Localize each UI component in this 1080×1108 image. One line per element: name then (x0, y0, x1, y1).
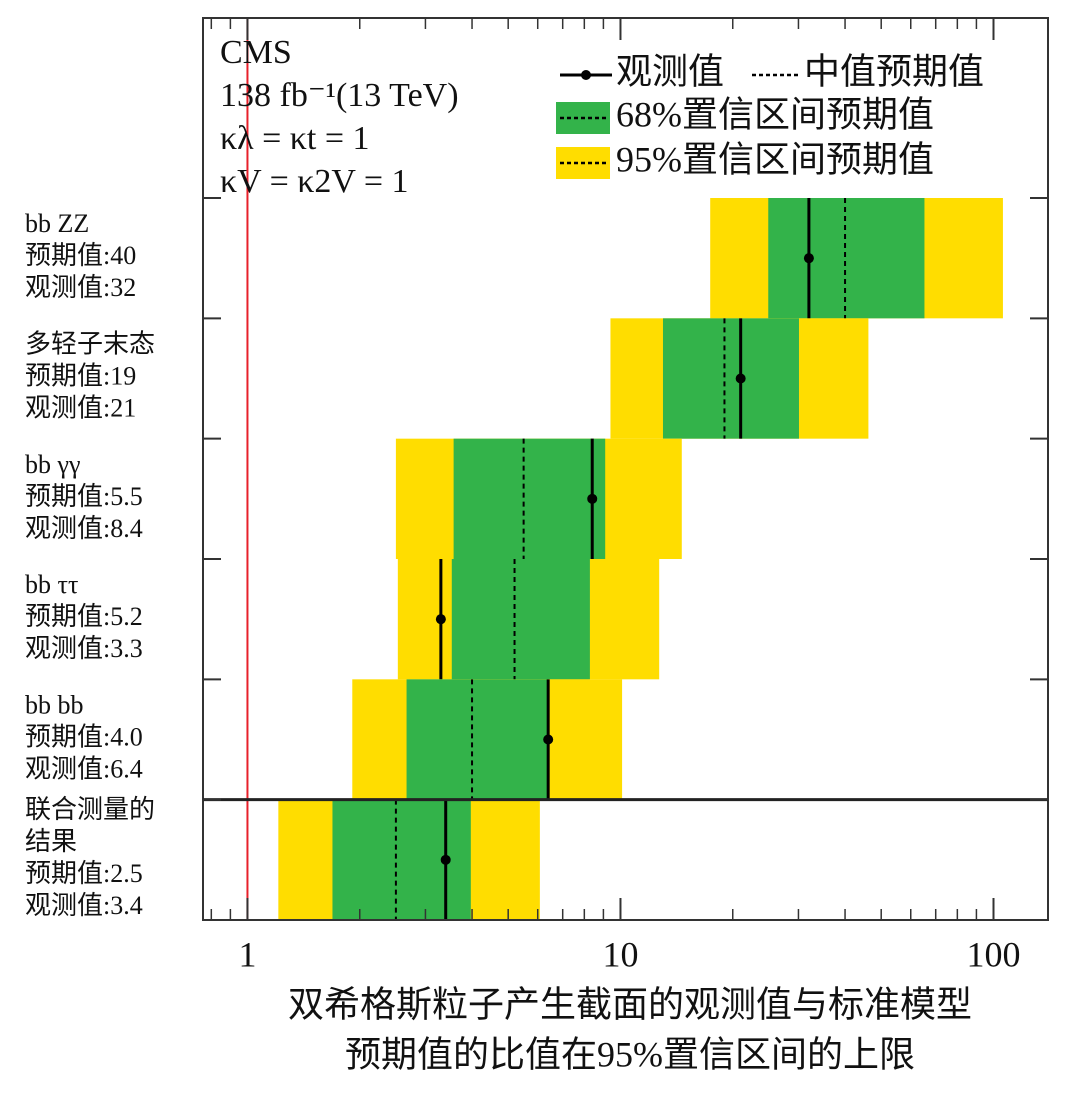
row-value-prefix: 观测值: (25, 634, 110, 663)
band (406, 679, 548, 800)
x-tick-label: 1 (238, 934, 256, 974)
row-value-prefix: 观测值: (25, 393, 110, 422)
observed-point (435, 614, 446, 625)
legend-label: 观测值 (616, 51, 724, 91)
x-axis-label: 预期值的比值在95%置信区间的上限 (345, 1034, 915, 1074)
annotation: CMS (220, 34, 292, 71)
row-value-prefix: 预期值: (25, 241, 110, 270)
x-axis-label: 双希格斯粒子产生截面的观测值与标准模型 (288, 984, 972, 1024)
legend-label: 95%置信区间预期值 (616, 139, 934, 179)
row-label: bb ZZ (25, 209, 89, 238)
legend-label: 68%置信区间预期值 (616, 94, 934, 134)
legend-icon (581, 70, 591, 80)
row-label: bb γγ (25, 450, 80, 479)
row-value-label: 预期值:40 (25, 241, 136, 270)
observed-point (440, 854, 451, 865)
observed-point (587, 493, 598, 504)
x-tick-label: 100 (966, 934, 1020, 974)
row-value: 32 (110, 273, 136, 302)
row-value: 5.2 (110, 602, 143, 631)
row-value: 3.4 (110, 891, 143, 920)
row-value-label: 观测值:32 (25, 273, 136, 302)
row-value-prefix: 预期值: (25, 361, 110, 390)
row-value: 2.5 (110, 859, 143, 888)
row-value: 21 (110, 393, 136, 422)
row-value-label: 观测值:3.4 (25, 891, 143, 920)
band (453, 438, 606, 559)
row-value: 3.3 (110, 634, 143, 663)
row-value-prefix: 观测值: (25, 514, 110, 543)
row-label: 联合测量的 (25, 795, 155, 824)
band (768, 198, 925, 319)
x-tick-label: 10 (602, 934, 638, 974)
row-value-prefix: 观测值: (25, 273, 110, 302)
observed-point (803, 253, 814, 264)
observed-point (735, 373, 746, 384)
row-value-label: 预期值:5.2 (25, 602, 143, 631)
row-label: bb ττ (25, 570, 78, 599)
observed-point (543, 734, 554, 745)
row-value-label: 预期值:2.5 (25, 859, 143, 888)
row-value-label: 预期值:19 (25, 361, 136, 390)
row-value-label: 观测值:21 (25, 393, 136, 422)
plot-frame (202, 17, 1049, 921)
row-value-label: 观测值:8.4 (25, 514, 143, 543)
band (662, 318, 799, 439)
row-value: 8.4 (110, 514, 143, 543)
row-value: 4.0 (110, 722, 143, 751)
annotation: 138 fb⁻¹(13 TeV) (220, 77, 459, 114)
row-value: 40 (110, 241, 136, 270)
row-value-prefix: 预期值: (25, 859, 110, 888)
row-value-label: 预期值:4.0 (25, 722, 143, 751)
row-value-prefix: 观测值: (25, 891, 110, 920)
row-label: 结果 (25, 827, 77, 856)
row-value-prefix: 预期值: (25, 482, 110, 511)
row-value-label: 预期值:5.5 (25, 482, 143, 511)
row-value-prefix: 预期值: (25, 722, 110, 751)
row-value: 19 (110, 361, 136, 390)
row-value-prefix: 预期值: (25, 602, 110, 631)
row-value-label: 观测值:3.3 (25, 634, 143, 663)
annotation: κV = κ2V = 1 (220, 163, 409, 200)
annotation: κλ = κt = 1 (220, 120, 370, 157)
row-value-label: 观测值:6.4 (25, 754, 143, 783)
legend-label: 中值预期值 (804, 51, 984, 91)
row-value: 5.5 (110, 482, 143, 511)
row-label: bb bb (25, 690, 84, 719)
row-value-prefix: 观测值: (25, 754, 110, 783)
row-value: 6.4 (110, 754, 143, 783)
band (451, 559, 590, 680)
row-label: 多轻子末态 (25, 329, 155, 358)
